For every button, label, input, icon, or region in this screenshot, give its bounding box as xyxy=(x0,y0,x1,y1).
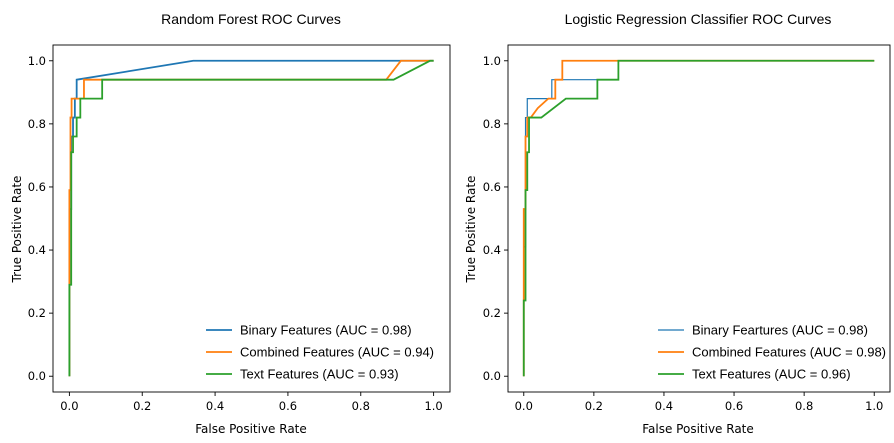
x-tick-label: 0.2 xyxy=(133,399,151,413)
x-axis-label: False Positive Rate xyxy=(642,422,754,436)
chart-random-forest: Random Forest ROC Curves 0.0 0.2 0.4 0.6 0.8… xyxy=(10,11,451,436)
x-tick-label: 0.2 xyxy=(585,399,603,413)
chart-logistic-regression: Logistic Regression Classifier ROC Curve… xyxy=(464,11,891,436)
legend-label: Combined Features (AUC = 0.94) xyxy=(240,345,434,360)
legend-label: Combined Features (AUC = 0.98) xyxy=(692,345,886,360)
y-tick-label: 0.0 xyxy=(483,369,501,383)
x-tick-label: 0.8 xyxy=(352,399,370,413)
legend-label: Binary Feartures (AUC = 0.98) xyxy=(692,323,868,338)
legend-label: Text Features (AUC = 0.93) xyxy=(240,367,399,382)
y-tick-label: 1.0 xyxy=(483,54,501,68)
y-tick-label: 0.8 xyxy=(28,117,46,131)
y-axis-label: True Positive Rate xyxy=(464,176,478,284)
y-tick-label: 0.8 xyxy=(483,117,501,131)
series-line-3 xyxy=(522,59,875,377)
x-tick-label: 0.8 xyxy=(795,399,813,413)
x-tick-label: 1.0 xyxy=(424,399,442,413)
chart-title: Random Forest ROC Curves xyxy=(161,11,341,27)
axes-frame xyxy=(52,44,451,393)
plot-area: 0.0 0.2 0.4 0.6 0.8 1.0 0.0 0.2 0.4 0.6 0.8 1.0 Bina… xyxy=(483,44,891,413)
x-tick-label: 0.4 xyxy=(206,399,224,413)
y-tick-label: 1.0 xyxy=(28,54,46,68)
x-tick-label: 0.4 xyxy=(655,399,673,413)
y-tick-label: 0.6 xyxy=(483,180,501,194)
y-tick-label: 0.4 xyxy=(28,243,46,257)
y-axis-label: True Positive Rate xyxy=(10,176,24,284)
x-tick-label: 0.0 xyxy=(515,399,533,413)
series-line-2 xyxy=(522,59,875,377)
x-tick-label: 0.0 xyxy=(60,399,78,413)
y-tick-label: 0.6 xyxy=(28,180,46,194)
y-tick-label: 0.2 xyxy=(483,306,501,320)
x-tick-label: 0.6 xyxy=(279,399,297,413)
series-line-3 xyxy=(68,59,434,377)
x-tick-label: 0.6 xyxy=(725,399,743,413)
x-tick-label: 1.0 xyxy=(865,399,883,413)
chart-title: Logistic Regression Classifier ROC Curve… xyxy=(565,11,832,27)
y-tick-label: 0.4 xyxy=(483,243,501,257)
y-tick-label: 0.2 xyxy=(28,306,46,320)
y-tick-label: 0.0 xyxy=(28,369,46,383)
x-axis-label: False Positive Rate xyxy=(195,422,307,436)
legend-label: Text Features (AUC = 0.96) xyxy=(692,367,851,382)
plot-area: 0.0 0.2 0.4 0.6 0.8 1.0 0.0 0.2 0.4 0.6 0.8 1.0 Bina… xyxy=(28,44,451,413)
legend: Binary Feartures (AUC = 0.98) Combined Fe… xyxy=(658,323,886,382)
legend: Binary Features (AUC = 0.98) Combined Fea… xyxy=(206,323,434,382)
legend-label: Binary Features (AUC = 0.98) xyxy=(240,323,412,338)
axes-frame xyxy=(507,44,891,393)
